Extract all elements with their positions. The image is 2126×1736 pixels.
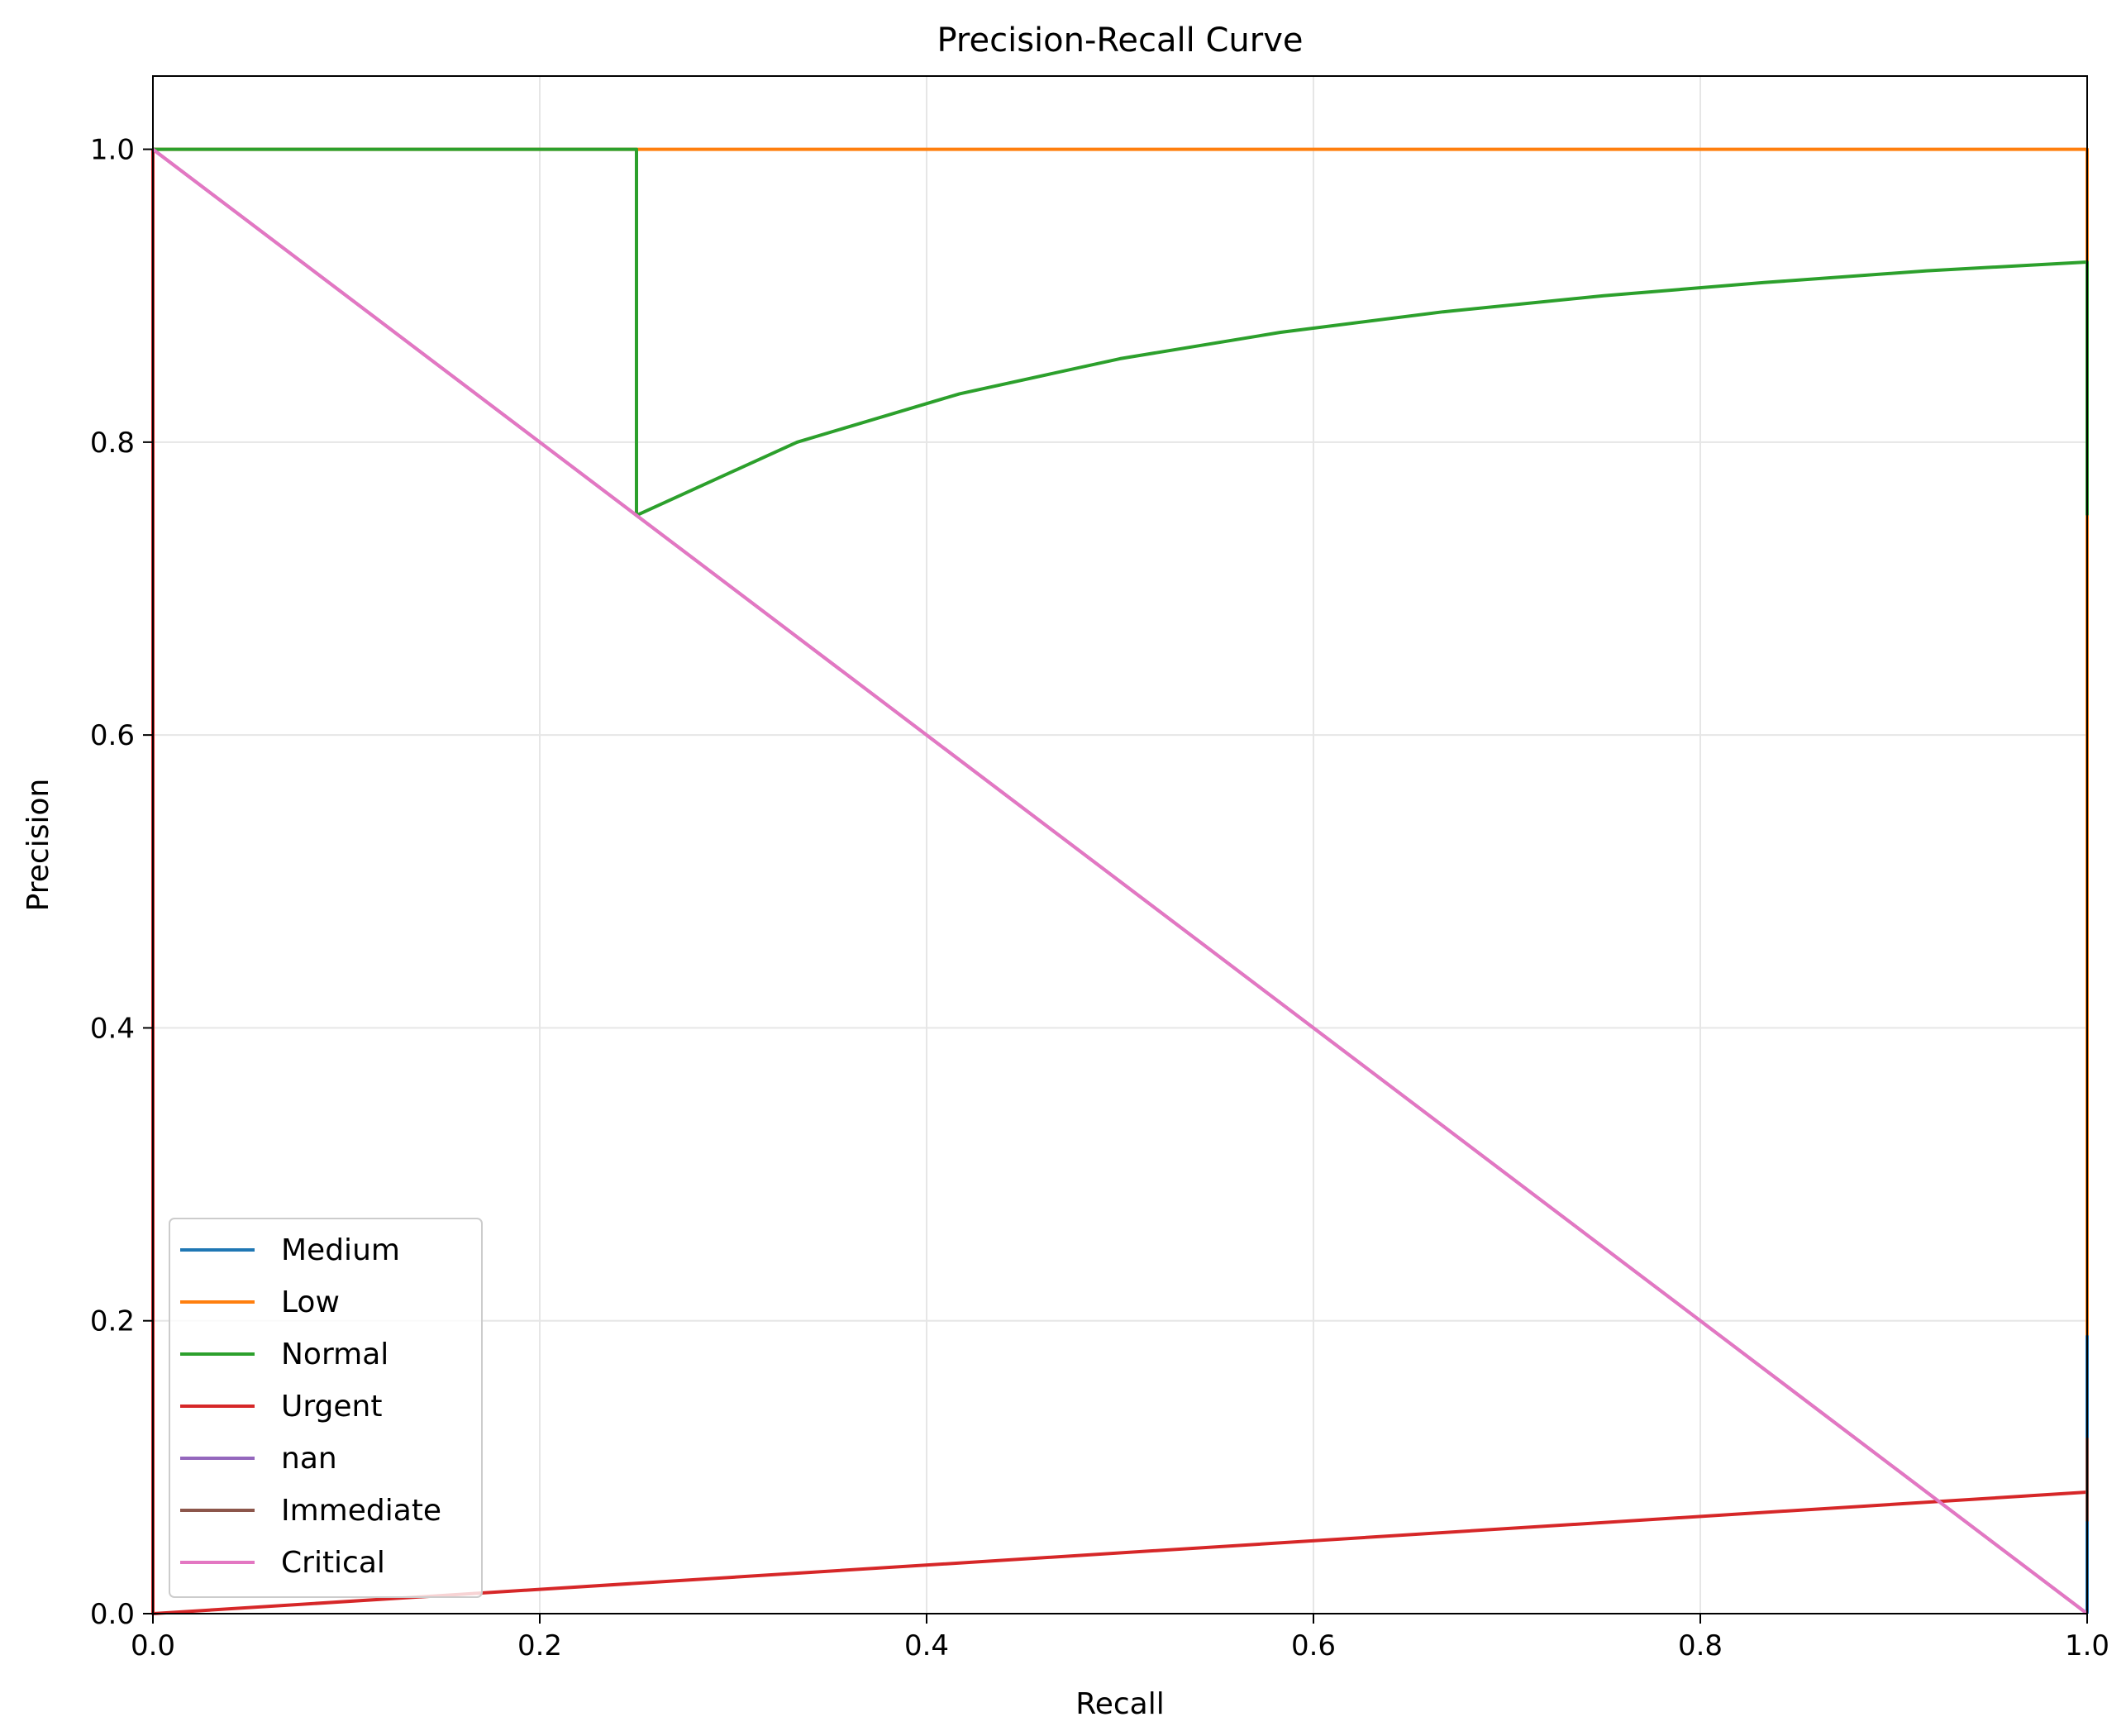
legend-label-critical: Critical [281, 1546, 385, 1580]
y-tick-label: 1.0 [90, 134, 135, 167]
y-tick-label: 0.2 [90, 1305, 135, 1338]
y-tick-label: 0.4 [90, 1012, 135, 1045]
chart-title: Precision-Recall Curve [937, 21, 1304, 60]
x-tick-label: 0.4 [904, 1629, 949, 1662]
legend-label-nan: nan [281, 1442, 337, 1476]
y-tick-label: 0.8 [90, 427, 135, 460]
legend-label-medium: Medium [281, 1233, 400, 1267]
legend: Medium Low Normal Urgent nan Immediate Critica… [169, 1218, 483, 1598]
legend-label-urgent: Urgent [281, 1390, 382, 1424]
x-tick-label: 0.0 [131, 1629, 175, 1662]
legend-label-low: Low [281, 1285, 340, 1319]
y-axis-label: Precision [21, 779, 55, 912]
y-tick-label: 0.6 [90, 719, 135, 752]
legend-label-immediate: Immediate [281, 1494, 441, 1528]
legend-label-normal: Normal [281, 1338, 388, 1371]
legend-box [169, 1218, 483, 1598]
x-tick-label: 0.6 [1291, 1629, 1336, 1662]
x-tick-label: 0.2 [517, 1629, 562, 1662]
y-tick-label: 0.0 [90, 1598, 135, 1631]
series-line-critical [151, 148, 2089, 1615]
plot-frame [152, 75, 2088, 1614]
x-axis-label: Recall [1075, 1687, 1164, 1721]
x-tick-label: 0.8 [1678, 1629, 1723, 1662]
axis-ticks: 0.0 0.2 0.4 0.6 0.8 1.0 0.0 0.2 0.4 0.6 0.8 1.0 [90, 134, 2109, 1662]
x-tick-label: 1.0 [2065, 1629, 2109, 1662]
